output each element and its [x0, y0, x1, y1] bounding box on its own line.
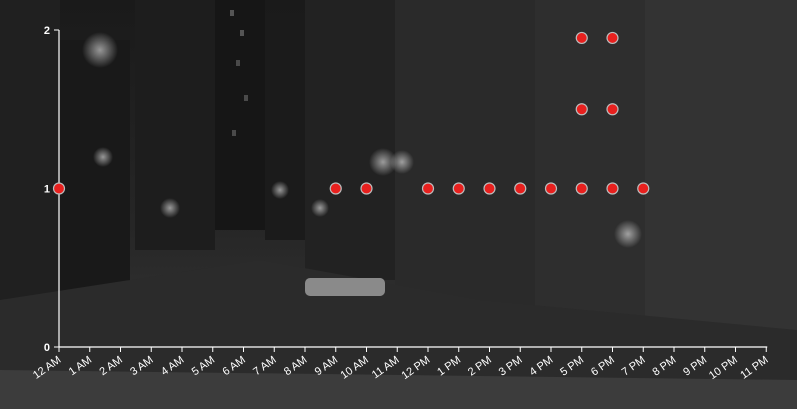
x-tick-label: 7 AM — [251, 354, 278, 378]
x-tick-label: 3 PM — [497, 354, 525, 379]
x-tick-label: 9 PM — [681, 354, 709, 379]
data-point — [575, 31, 588, 45]
x-tick-label: 6 AM — [220, 354, 247, 378]
x-tick-label: 4 PM — [527, 354, 555, 379]
x-tick-label: 1 AM — [67, 354, 94, 378]
y-tick-label: 1 — [44, 184, 50, 196]
data-point — [575, 182, 588, 195]
x-tick-label: 8 AM — [282, 354, 309, 378]
data-point — [52, 182, 66, 195]
x-tick-label: 8 PM — [650, 354, 678, 379]
data-point — [637, 182, 650, 195]
x-tick-label: 4 AM — [159, 354, 186, 378]
x-tick-label: 12 PM — [399, 354, 432, 382]
data-point — [452, 182, 465, 195]
data-point — [483, 182, 496, 195]
x-tick-label: 3 AM — [128, 354, 155, 378]
x-tick-label: 2 AM — [97, 354, 124, 378]
x-tick-label: 7 PM — [620, 354, 648, 379]
x-tick-label: 6 PM — [589, 354, 617, 379]
x-tick-label: 11 PM — [738, 354, 770, 382]
data-point — [606, 103, 619, 116]
x-tick-label: 1 PM — [435, 354, 463, 379]
data-point — [514, 182, 527, 195]
data-point — [606, 31, 619, 45]
x-tick-label: 10 AM — [338, 354, 370, 382]
data-point — [360, 182, 373, 195]
data-point — [421, 182, 435, 195]
data-point — [575, 103, 588, 116]
data-point — [606, 182, 619, 195]
x-tick-label: 9 AM — [313, 354, 340, 378]
x-tick-label: 5 AM — [190, 354, 217, 378]
data-point — [329, 182, 342, 195]
data-points — [52, 31, 650, 195]
x-tick-label: 2 PM — [466, 354, 494, 379]
x-tick-label: 11 AM — [370, 354, 402, 381]
y-tick-label: 2 — [44, 25, 50, 37]
axes: 0 1 2 12 AM 1 AM 2 AM 3 AM 4 AM 5 AM 6 AM 7 AM 8 AM… — [31, 25, 771, 382]
x-tick-label: 5 PM — [558, 354, 586, 379]
data-point — [544, 182, 558, 195]
y-tick-label: 0 — [44, 342, 50, 354]
x-tick-label: 12 AM — [31, 354, 63, 382]
x-tick-label: 10 PM — [707, 354, 740, 382]
